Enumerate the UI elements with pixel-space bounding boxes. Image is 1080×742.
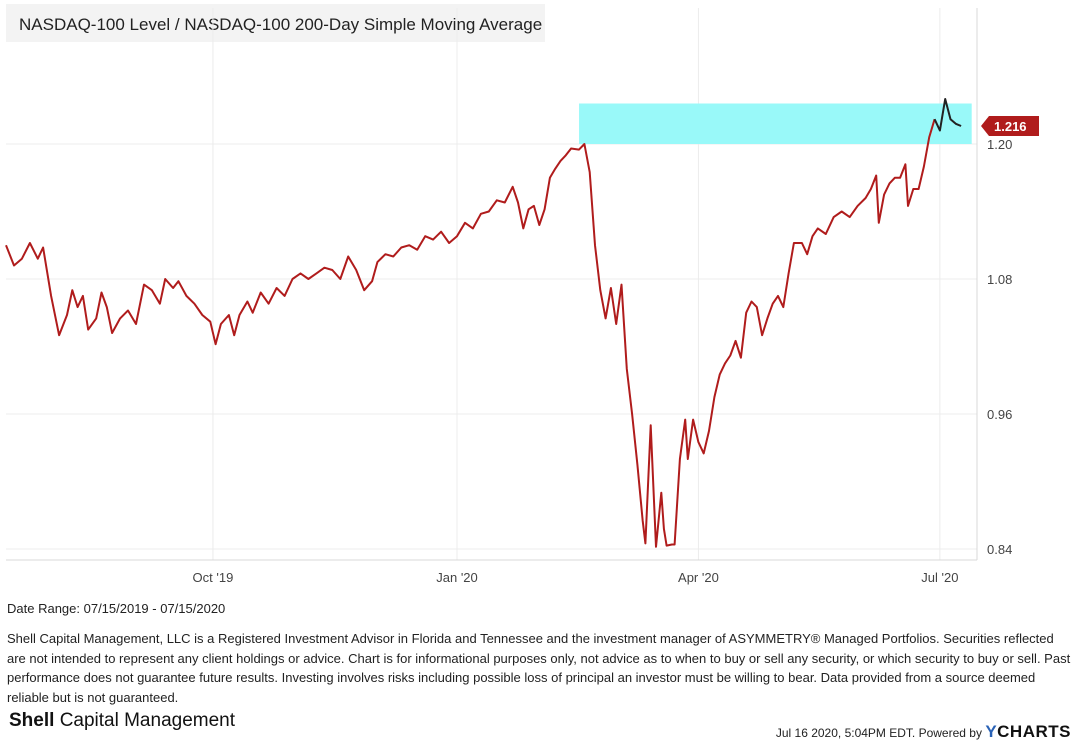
chart-axes [6,8,978,561]
grid-lines [6,8,977,560]
ycharts-logo-rest: CHARTS [997,722,1071,741]
ycharts-logo[interactable]: YCHARTS [985,722,1071,741]
brand-logo: Shell Capital Management [9,710,235,732]
x-tick-label: Jul '20 [921,570,958,585]
ycharts-logo-y: Y [985,722,998,741]
line-chart: 0.84 0.96 1.08 1.20 Oct '19 Jan '20 Apr '20 Jul… [5,8,1039,585]
x-tick-label: Jan '20 [436,570,478,585]
axis-labels: 0.84 0.96 1.08 1.20 Oct '19 Jan '20 Apr '20 Jul… [193,137,1013,585]
chart-title: NASDAQ-100 Level / NASDAQ-100 200-Day Si… [19,15,543,34]
powered-by: Jul 16 2020, 5:04PM EDT. Powered by YCHA… [776,722,1071,742]
series-line-highlight [933,98,962,132]
last-value-label: 1.216 [994,119,1027,134]
y-tick-label: 1.08 [987,272,1012,287]
last-value-marker: 1.216 [981,116,1039,136]
series-line [5,118,936,548]
chart-title-box: NASDAQ-100 Level / NASDAQ-100 200-Day Si… [6,4,545,42]
highlight-band-layer [579,103,972,144]
disclaimer-text: Shell Capital Management, LLC is a Regis… [7,631,1071,705]
timestamp-text: Jul 16 2020, 5:04PM EDT. Powered by [775,726,982,740]
highlight-band [579,103,972,144]
brand-bold: Shell [9,710,55,731]
x-tick-label: Apr '20 [678,570,719,585]
x-tick-label: Oct '19 [193,570,234,585]
date-range: Date Range: 07/15/2019 - 07/15/2020 [7,601,226,616]
y-tick-label: 1.20 [987,137,1012,152]
y-tick-label: 0.96 [987,407,1012,422]
y-tick-label: 0.84 [987,542,1012,557]
brand-rest: Capital Management [59,710,236,731]
series-lines [5,98,962,548]
last-value-badge [981,116,1039,136]
